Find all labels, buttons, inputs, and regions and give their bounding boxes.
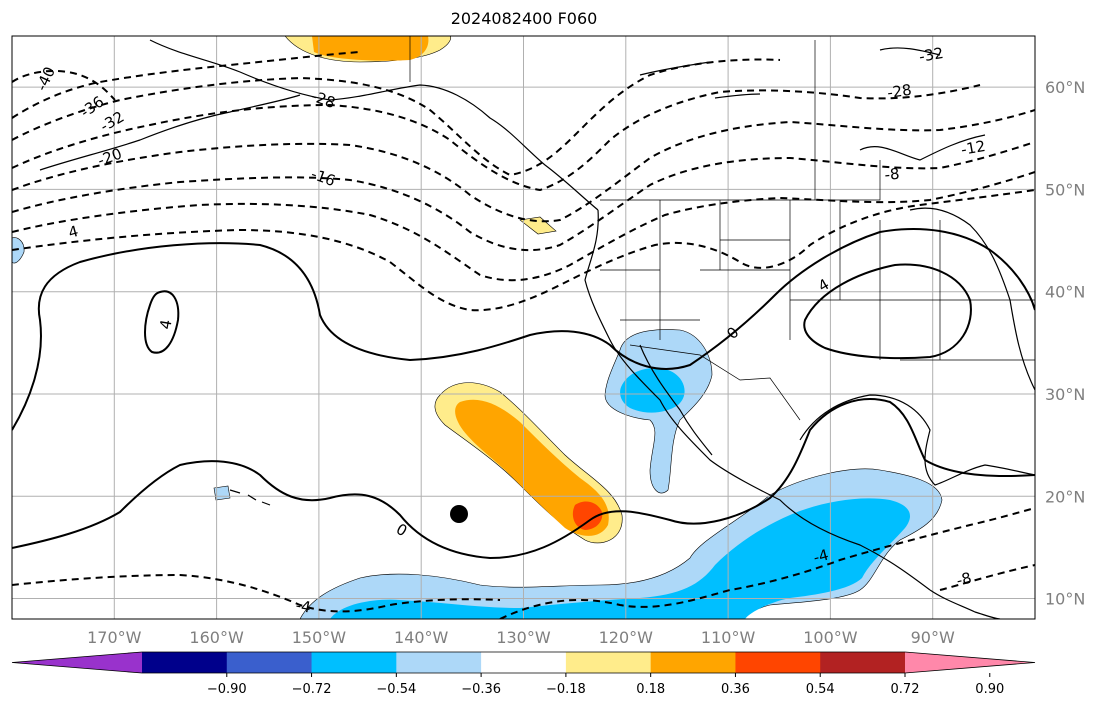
hudson-bay-coast bbox=[859, 134, 986, 161]
contour-label: -4 bbox=[294, 596, 312, 616]
contour-plus-4-plains bbox=[803, 263, 972, 360]
colorbar: −0.90 −0.72 −0.54 −0.36 −0.18 0.18 0.36 0.54 0.7… bbox=[11, 651, 1036, 697]
colorbar-extend-low bbox=[12, 652, 142, 673]
aleutian-chain bbox=[39, 94, 301, 171]
longitude-labels: 170°W 160°W 150°W 140°W 130°W 120°W 110°W 100°W… bbox=[87, 628, 955, 647]
colorbar-tick-label: −0.36 bbox=[461, 682, 501, 697]
lon-tick-label: 100°W bbox=[803, 628, 858, 647]
contour-label: -28 bbox=[886, 81, 913, 102]
contour-layer bbox=[12, 51, 1035, 619]
coastline-layer bbox=[39, 39, 1035, 619]
colorbar-outline bbox=[11, 651, 1036, 674]
contour-label: 4 bbox=[156, 318, 175, 331]
us-state-borders bbox=[600, 200, 1035, 361]
colorbar-segment bbox=[396, 652, 482, 673]
colorbar-extend-high bbox=[905, 652, 1035, 673]
orange-streak bbox=[455, 399, 609, 536]
shaded-field-layer bbox=[12, 36, 943, 619]
lon-tick-label: 120°W bbox=[599, 628, 654, 647]
contour-label: -8 bbox=[954, 569, 973, 590]
contour-label: -12 bbox=[960, 137, 987, 159]
colorbar-segment bbox=[735, 652, 821, 673]
black-dot-marker bbox=[450, 505, 468, 523]
contour-minus-4-west bbox=[12, 573, 501, 613]
lat-tick-label: 30°N bbox=[1045, 385, 1085, 404]
light-blue-patch-west bbox=[12, 237, 25, 264]
contour-label: -4 bbox=[811, 546, 830, 567]
lon-tick-label: 160°W bbox=[189, 628, 244, 647]
colorbar-tick-label: 0.36 bbox=[721, 682, 750, 697]
border-layer bbox=[409, 36, 1035, 421]
colorbar-segment bbox=[820, 652, 906, 673]
yellow-patch-coast bbox=[519, 216, 557, 235]
blue-baja bbox=[620, 368, 685, 413]
colorbar-tick-label: −0.90 bbox=[207, 682, 247, 697]
gridlines bbox=[12, 36, 1035, 619]
contour-minus-36 bbox=[12, 51, 361, 119]
lon-tick-label: 150°W bbox=[292, 628, 347, 647]
contour-label: -32 bbox=[918, 44, 945, 66]
colorbar-tick-label: −0.18 bbox=[546, 682, 586, 697]
colorbar-tick-label: 0.18 bbox=[636, 682, 665, 697]
map-title: 2024082400 F060 bbox=[450, 9, 598, 28]
lon-tick-label: 90°W bbox=[911, 628, 955, 647]
alaska-coast bbox=[149, 39, 599, 211]
central-america-coast bbox=[929, 589, 1001, 619]
lon-tick-label: 110°W bbox=[701, 628, 756, 647]
colorbar-segment bbox=[565, 652, 652, 673]
east-coast bbox=[909, 207, 1035, 391]
red-core bbox=[572, 501, 603, 530]
contour-minus-20 bbox=[12, 109, 1035, 223]
colorbar-tick-label: −0.54 bbox=[376, 682, 416, 697]
colorbar-segment bbox=[650, 652, 736, 673]
colorbar-tick-label: 0.54 bbox=[806, 682, 835, 697]
lat-tick-label: 20°N bbox=[1045, 487, 1085, 506]
lon-tick-label: 170°W bbox=[87, 628, 142, 647]
contour-minus-32 bbox=[12, 58, 781, 177]
us-canada-border bbox=[600, 160, 881, 201]
contour-label: -8 bbox=[884, 165, 900, 184]
colorbar-tick-label: −0.72 bbox=[292, 682, 332, 697]
blue-band-south bbox=[330, 498, 910, 619]
latitude-labels: 10°N 20°N 30°N 40°N 50°N 60°N bbox=[1045, 78, 1085, 608]
baja-coast bbox=[639, 344, 713, 456]
lat-tick-label: 50°N bbox=[1045, 180, 1085, 199]
colorbar-segment bbox=[311, 652, 397, 673]
hawaii-islands bbox=[229, 489, 271, 506]
contour-label: 4 bbox=[66, 222, 80, 242]
west-coast-north-america bbox=[584, 209, 931, 591]
lon-tick-label: 140°W bbox=[394, 628, 449, 647]
contour-minus-16 bbox=[12, 141, 1035, 252]
arctic-island-2 bbox=[714, 93, 761, 99]
lat-tick-label: 40°N bbox=[1045, 283, 1085, 302]
contour-minus-8 bbox=[12, 189, 1035, 312]
gulf-coast bbox=[799, 394, 1035, 486]
us-mexico-border bbox=[629, 344, 801, 421]
contour-plus-4-pacific bbox=[144, 290, 180, 354]
colorbar-segment bbox=[226, 652, 313, 673]
contour-zero-south bbox=[12, 398, 1035, 560]
contour-minus-12 bbox=[12, 171, 1035, 282]
lat-tick-label: 10°N bbox=[1045, 590, 1085, 609]
plot-frame bbox=[11, 35, 1036, 620]
contour-minus-8-south bbox=[939, 564, 1035, 591]
colorbar-segment bbox=[142, 652, 228, 673]
contour-minus-4-east bbox=[499, 507, 1035, 619]
colorbar-tick-label: 0.90 bbox=[975, 682, 1004, 697]
colorbar-segment bbox=[481, 652, 567, 673]
greenland-coast bbox=[879, 47, 941, 56]
contour-zero-north bbox=[12, 228, 1035, 431]
lat-tick-label: 60°N bbox=[1045, 78, 1085, 97]
contour-minus-28 bbox=[12, 84, 981, 192]
colorbar-tick-label: 0.72 bbox=[891, 682, 920, 697]
lon-tick-label: 130°W bbox=[496, 628, 551, 647]
